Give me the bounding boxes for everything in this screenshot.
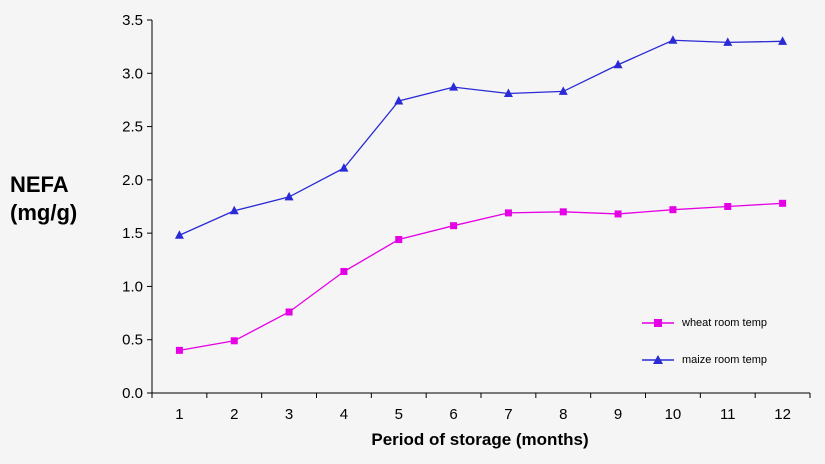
data-point-wheat <box>230 337 238 345</box>
x-tick-label: 12 <box>774 406 791 423</box>
y-tick-label: 2.5 <box>122 119 143 136</box>
data-point-wheat <box>559 208 567 216</box>
x-tick-label: 7 <box>504 406 512 423</box>
x-tick-label: 10 <box>665 406 682 423</box>
legend-swatch-maize <box>640 352 676 368</box>
legend-item-maize: maize room temp <box>640 352 767 368</box>
data-point-maize <box>339 163 349 172</box>
legend-label-maize: maize room temp <box>682 354 767 366</box>
data-point-wheat <box>504 209 512 217</box>
data-point-maize <box>174 230 184 239</box>
data-point-maize <box>284 191 294 201</box>
legend-label-wheat: wheat room temp <box>682 317 767 329</box>
y-tick-label: 1.0 <box>122 278 143 295</box>
y-axis-label-line-2: (mg/g) <box>10 200 78 225</box>
x-tick-label: 1 <box>175 406 183 423</box>
series-line-maize <box>179 39 783 236</box>
y-tick-label: 0.5 <box>122 332 143 349</box>
data-point-wheat <box>669 206 677 214</box>
y-axis-label-line-1: NEFA <box>10 172 69 197</box>
y-tick-label: 2.0 <box>122 172 143 189</box>
x-tick-label: 3 <box>285 406 293 423</box>
data-point-maize <box>229 205 239 215</box>
y-tick-label: 3.0 <box>122 65 143 82</box>
y-tick-label: 1.5 <box>122 225 143 242</box>
data-point-maize <box>449 82 459 91</box>
data-point-wheat <box>395 236 403 244</box>
data-point-maize <box>723 37 733 46</box>
data-point-wheat <box>779 199 787 207</box>
data-point-maize <box>668 35 678 44</box>
data-point-wheat <box>340 268 348 276</box>
y-tick-label: 3.5 <box>122 12 143 29</box>
data-point-wheat <box>450 222 458 230</box>
data-point-maize <box>613 59 623 69</box>
legend: wheat room temp maize room temp <box>640 305 790 375</box>
x-tick-label: 6 <box>449 406 457 423</box>
data-point-wheat <box>175 346 183 354</box>
data-point-wheat <box>614 210 622 218</box>
x-tick-label: 9 <box>614 406 622 423</box>
x-tick-label: 2 <box>230 406 238 423</box>
legend-item-wheat: wheat room temp <box>640 315 767 331</box>
data-point-maize <box>503 88 513 98</box>
data-point-wheat <box>285 308 293 316</box>
x-axis-label: Period of storage (months) <box>371 430 589 449</box>
data-point-wheat <box>724 203 732 210</box>
x-tick-label: 11 <box>720 406 736 423</box>
x-tick-label: 5 <box>395 406 403 423</box>
data-point-maize <box>778 36 788 45</box>
data-point-maize <box>394 95 404 105</box>
series-line-wheat <box>179 202 783 352</box>
x-tick-label: 4 <box>340 406 348 423</box>
y-tick-label: 0.0 <box>122 385 143 402</box>
data-point-maize <box>558 86 568 95</box>
x-tick-label: 8 <box>559 406 567 423</box>
legend-swatch-wheat <box>640 315 676 331</box>
